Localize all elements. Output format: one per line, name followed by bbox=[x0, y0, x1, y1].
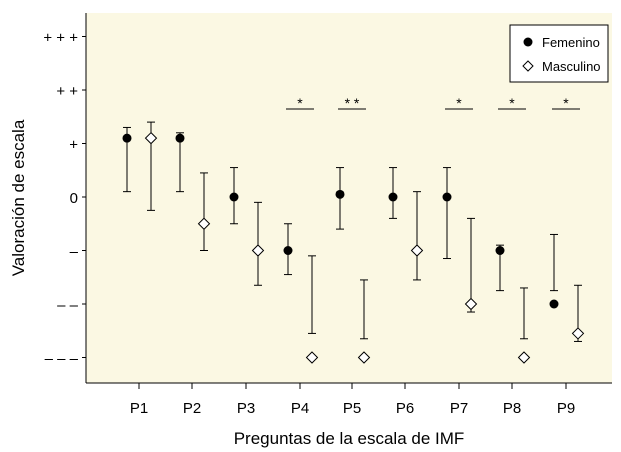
point-masculino-p5 bbox=[357, 351, 371, 364]
point-femenino-p5 bbox=[335, 189, 345, 199]
annotation-text-p7: * bbox=[456, 95, 462, 111]
y-tick-label-1: + + bbox=[56, 83, 78, 100]
point-masculino-p2 bbox=[197, 217, 211, 230]
legend-masculino-marker bbox=[522, 60, 534, 72]
point-femenino-p6 bbox=[388, 192, 398, 202]
x-tick-label-p6: P6 bbox=[396, 400, 414, 417]
point-femenino-p4 bbox=[283, 246, 293, 255]
point-masculino-p8 bbox=[517, 351, 531, 364]
point-femenino-p7 bbox=[442, 192, 452, 202]
legend-box bbox=[509, 24, 609, 83]
annotation-text-p9: * bbox=[563, 95, 569, 111]
x-tick-label-p7: P7 bbox=[450, 400, 468, 417]
y-tick-label-6: – – – bbox=[45, 351, 79, 368]
legend-masculino-label: Masculino bbox=[542, 59, 601, 74]
x-tick-label-p3: P3 bbox=[237, 400, 255, 417]
legend-femenino-label: Femenino bbox=[542, 35, 600, 50]
x-tick-label-p5: P5 bbox=[343, 400, 361, 417]
x-tick-label-p9: P9 bbox=[557, 400, 575, 417]
legend: Femenino Masculino bbox=[509, 24, 609, 83]
x-tick-label-p8: P8 bbox=[503, 400, 521, 417]
data-points bbox=[122, 131, 585, 364]
y-tick-label-0: + + + bbox=[43, 30, 78, 47]
significance-annotations: * * * * * * bbox=[286, 95, 580, 111]
y-tick-label-2: + bbox=[69, 137, 78, 154]
point-masculino-p4 bbox=[305, 351, 319, 364]
point-femenino-p3 bbox=[229, 192, 239, 202]
point-masculino-p9 bbox=[571, 327, 585, 340]
x-axis-label: Preguntas de la escala de IMF bbox=[234, 429, 465, 448]
legend-femenino-marker bbox=[523, 37, 533, 47]
y-ticks: + + + + + +0 – – – – – – bbox=[43, 30, 86, 368]
point-femenino-p8 bbox=[495, 246, 505, 255]
x-ticks: P1 P2 P3 P4 P5 P6 P7 P8 P9 bbox=[130, 383, 575, 417]
point-masculino-p6 bbox=[410, 244, 424, 257]
x-tick-label-p4: P4 bbox=[291, 400, 309, 417]
x-tick-label-p2: P2 bbox=[183, 400, 201, 417]
x-tick-label-p1: P1 bbox=[130, 400, 148, 417]
y-axis-label: Valoración de escala bbox=[9, 119, 28, 276]
point-masculino-p7 bbox=[464, 297, 478, 311]
annotation-text-p8: * bbox=[509, 95, 515, 111]
y-tick-label-5: – – bbox=[57, 297, 79, 314]
point-masculino-p3 bbox=[251, 244, 265, 257]
y-tick-label-4: – bbox=[70, 244, 79, 261]
point-femenino-p2 bbox=[175, 133, 185, 143]
annotation-text-p4: * bbox=[297, 95, 303, 111]
y-tick-label-3: 0 bbox=[70, 190, 78, 207]
point-femenino-p9 bbox=[549, 299, 559, 309]
annotation-text-p5: * * bbox=[345, 95, 360, 111]
point-masculino-p1 bbox=[144, 131, 158, 145]
point-femenino-p1 bbox=[122, 133, 132, 143]
